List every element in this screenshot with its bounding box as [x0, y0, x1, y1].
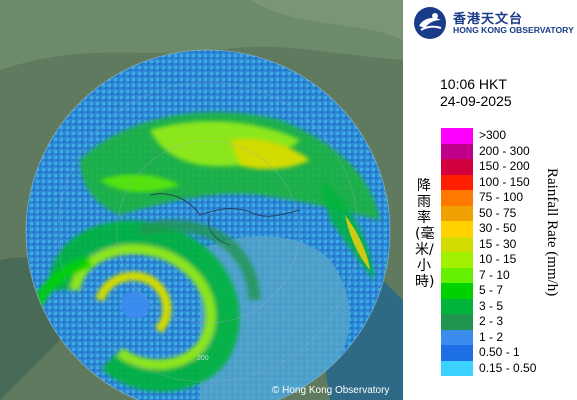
radar-image: 200 — [0, 0, 403, 400]
legend-label: 150 - 200 — [479, 159, 530, 173]
legend-swatch — [441, 190, 473, 206]
legend-label: 75 - 100 — [479, 190, 524, 204]
legend-swatch — [441, 345, 473, 361]
legend-row: 2 - 3 — [441, 314, 541, 330]
legend-row: >300 — [441, 128, 541, 144]
legend-label: 5 - 7 — [479, 283, 504, 297]
legend-row: 150 - 200 — [441, 159, 541, 175]
legend-row: 1 - 2 — [441, 329, 541, 345]
radar-coverage — [26, 50, 390, 400]
legend-row: 15 - 30 — [441, 236, 541, 252]
legend-swatch — [441, 329, 473, 345]
legend-panel: 香港天文台 HONG KONG OBSERVATORY 10:06 HKT 24… — [403, 0, 577, 400]
time-label: 10:06 HKT — [440, 76, 507, 92]
legend-swatch — [441, 174, 473, 190]
copyright: © Hong Kong Observatory — [272, 385, 390, 396]
legend-swatch — [441, 128, 473, 144]
legend-swatch — [441, 298, 473, 314]
legend-label: 0.15 - 0.50 — [479, 360, 537, 375]
legend-row: 200 - 300 — [441, 143, 541, 159]
legend-title-cn: 降雨率(毫米/小時) — [415, 178, 435, 290]
legend-label: 7 - 10 — [479, 267, 510, 282]
hko-logo-icon — [414, 7, 446, 39]
legend-row: 50 - 75 — [441, 205, 541, 221]
legend-swatch — [441, 252, 473, 268]
legend-label: >300 — [479, 128, 507, 142]
legend-title-en: Rainfall Rate (mm/h) — [544, 168, 560, 297]
legend-label: 1 - 2 — [479, 329, 504, 344]
legend-label: 15 - 30 — [479, 236, 517, 251]
legend-row: 0.15 - 0.50 — [441, 360, 541, 376]
legend-row: 5 - 7 — [441, 283, 541, 299]
legend-swatch — [441, 205, 473, 221]
legend-row: 10 - 15 — [441, 252, 541, 268]
radar-map: 200 © Hong Kong Observatory — [0, 0, 403, 400]
legend-swatch — [441, 159, 473, 175]
logo-text-en: HONG KONG OBSERVATORY — [453, 25, 574, 35]
header-logo: 香港天文台 HONG KONG OBSERVATORY — [413, 6, 574, 40]
legend-swatch — [441, 314, 473, 330]
legend-row: 0.50 - 1 — [441, 345, 541, 361]
legend-swatch — [441, 236, 473, 252]
color-legend: >300 200 - 300 150 - 200 100 - 150 75 - 100 5… — [441, 128, 541, 376]
legend-label: 3 - 5 — [479, 298, 504, 313]
legend-row: 3 - 5 — [441, 298, 541, 314]
legend-label: 200 - 300 — [479, 143, 530, 158]
typhoon-spiral — [26, 219, 261, 392]
legend-label: 0.50 - 1 — [479, 345, 520, 359]
legend-label: 100 - 150 — [479, 174, 530, 189]
legend-label: 2 - 3 — [479, 314, 504, 328]
legend-row: 75 - 100 — [441, 190, 541, 206]
legend-swatch — [441, 267, 473, 283]
legend-swatch — [441, 360, 473, 376]
legend-row: 7 - 10 — [441, 267, 541, 283]
logo-text-cn: 香港天文台 — [453, 12, 524, 27]
legend-label: 50 - 75 — [479, 205, 517, 220]
legend-label: 10 - 15 — [479, 252, 517, 266]
date-label: 24-09-2025 — [440, 93, 512, 109]
legend-swatch — [441, 221, 473, 237]
legend-row: 100 - 150 — [441, 174, 541, 190]
coastline — [149, 193, 301, 217]
legend-label: 30 - 50 — [479, 221, 517, 235]
legend-swatch — [441, 283, 473, 299]
legend-swatch — [441, 143, 473, 159]
legend-row: 30 - 50 — [441, 221, 541, 237]
range-ring-label: 200 — [197, 355, 209, 362]
